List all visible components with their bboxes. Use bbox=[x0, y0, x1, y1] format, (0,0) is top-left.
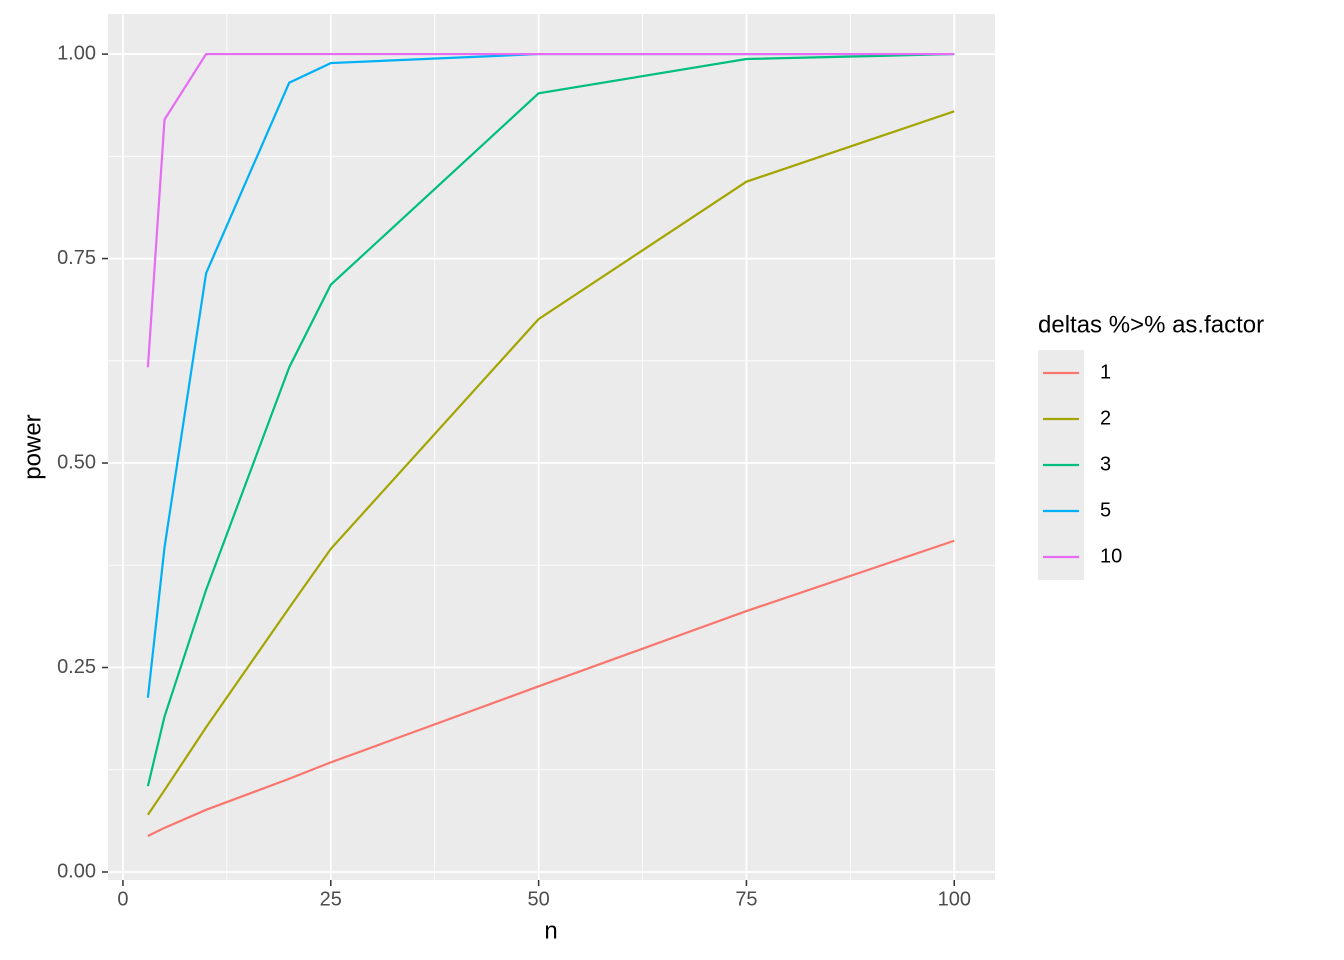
legend-label: 3 bbox=[1100, 453, 1111, 475]
line bbox=[146, 110, 955, 816]
y-tick-label: 1.00 bbox=[57, 42, 96, 64]
y-tick-label: 0.50 bbox=[57, 451, 96, 473]
line bbox=[147, 539, 955, 837]
legend-label: 2 bbox=[1100, 407, 1111, 429]
x-tick-label: 100 bbox=[938, 888, 971, 910]
y-tick-label: 0.25 bbox=[57, 656, 96, 678]
y-axis-title: power bbox=[19, 414, 46, 479]
x-tick-label: 50 bbox=[527, 888, 549, 910]
line bbox=[146, 52, 955, 787]
legend-title: deltas %>% as.factor bbox=[1038, 311, 1264, 338]
legend-label: 10 bbox=[1100, 545, 1122, 567]
legend-label: 5 bbox=[1100, 499, 1111, 521]
line bbox=[146, 52, 955, 368]
x-tick-label: 0 bbox=[117, 888, 128, 910]
panel bbox=[108, 14, 995, 880]
x-tick-label: 25 bbox=[320, 888, 342, 910]
y-tick-label: 0.00 bbox=[57, 860, 96, 882]
legend-label: 1 bbox=[1100, 361, 1111, 383]
y-tick-label: 0.75 bbox=[57, 247, 96, 269]
x-tick-label: 75 bbox=[735, 888, 757, 910]
x-axis-title: n bbox=[544, 917, 557, 944]
